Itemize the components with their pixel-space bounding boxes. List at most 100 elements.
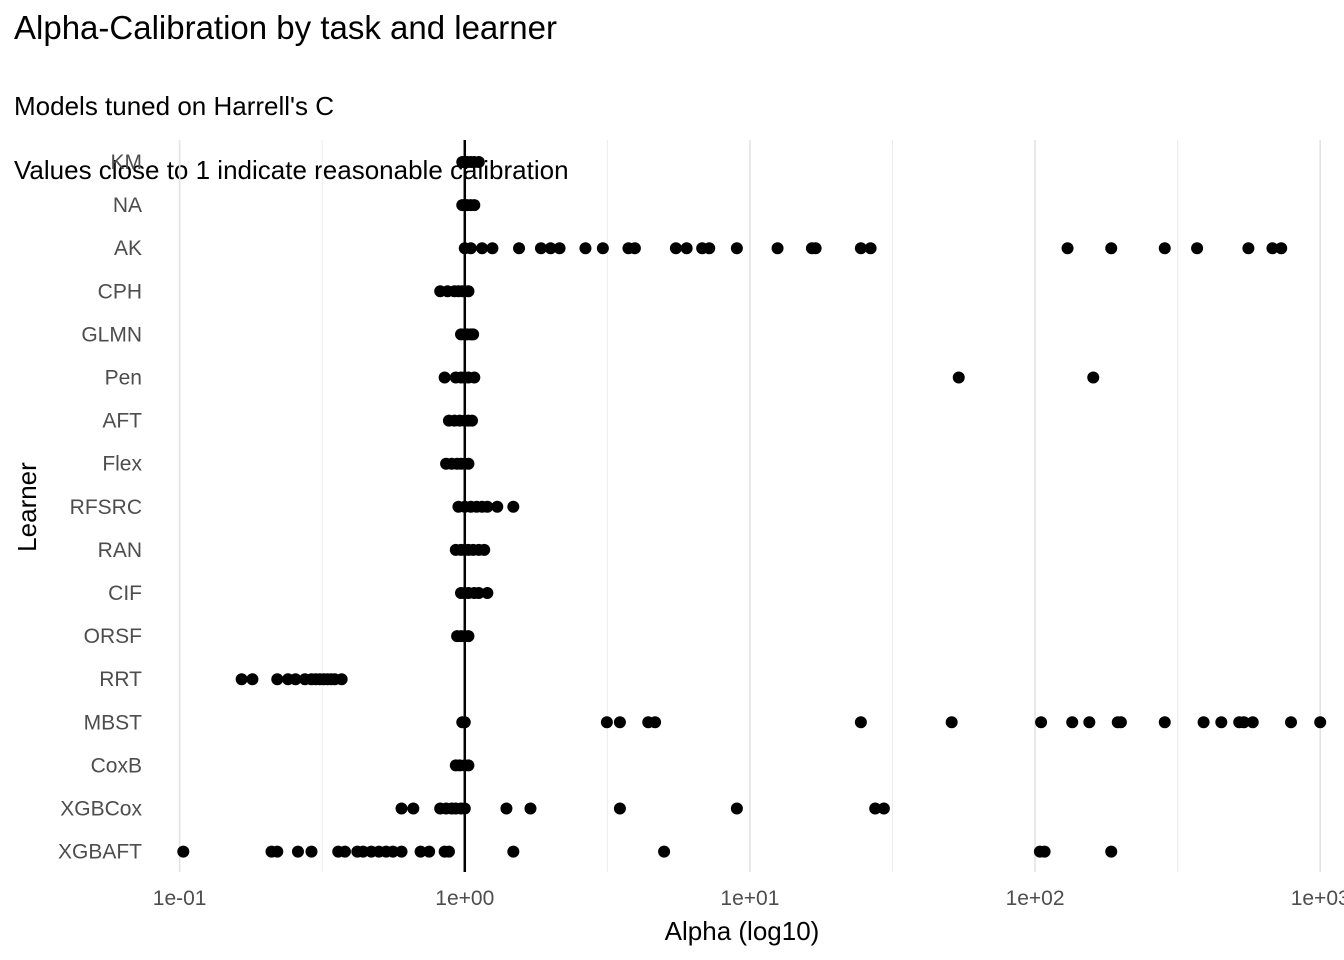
chart-title: Alpha-Calibration by task and learner (14, 9, 557, 46)
point-mbst (1158, 716, 1171, 729)
point-ak (1242, 242, 1255, 255)
x-tick-labels: 1e-01 1e+00 1e+01 1e+02 1e+03 (153, 887, 1344, 910)
chart-subtitle: Models tuned on Harrell's C Values close… (14, 58, 569, 218)
x-tick-label: 1e-01 (153, 887, 207, 910)
x-tick-label: 1e+02 (1006, 887, 1065, 910)
point-ak (1266, 242, 1279, 255)
y-tick-label-pen: Pen (105, 367, 142, 390)
y-tick-label-ak: AK (114, 237, 142, 260)
point-rrt (235, 673, 248, 686)
point-ak (809, 242, 822, 255)
point-xgbaft (507, 845, 520, 858)
y-tick-label-aft: AFT (102, 410, 142, 433)
point-ak (864, 242, 877, 255)
y-axis-title: Learner (12, 462, 42, 552)
x-tick-label: 1e+00 (435, 887, 494, 910)
point-xgbaft (442, 845, 455, 858)
point-xgbaft (423, 845, 436, 858)
y-tick-label-rfsrc: RFSRC (70, 496, 142, 519)
point-coxb (462, 759, 475, 772)
y-tick-label-glmn: GLMN (81, 323, 142, 346)
subtitle-line-1: Models tuned on Harrell's C (14, 91, 334, 121)
point-xgbcox (500, 802, 513, 815)
point-ak (1191, 242, 1204, 255)
point-aft (465, 414, 478, 427)
point-pen (952, 371, 965, 384)
point-rfsrc (491, 500, 504, 513)
point-mbst (649, 716, 662, 729)
point-xgbaft (386, 845, 399, 858)
point-ak (628, 242, 641, 255)
point-pen (438, 371, 451, 384)
y-tick-label-km: KM (111, 151, 143, 174)
point-xgbaft (395, 845, 408, 858)
point-ak (486, 242, 499, 255)
y-tick-label-cif: CIF (108, 582, 142, 605)
point-ak (854, 242, 867, 255)
point-km (472, 156, 485, 168)
point-ak (680, 242, 693, 255)
point-xgbcox (730, 802, 743, 815)
point-xgbaft (1038, 845, 1051, 858)
point-ak (1105, 242, 1118, 255)
point-xgbcox (407, 802, 420, 815)
point-xgbaft (1105, 845, 1118, 858)
point-xgbaft (414, 845, 427, 858)
subtitle-line-2: Values close to 1 indicate reasonable ca… (14, 155, 569, 185)
point-orsf (462, 630, 475, 643)
point-xgbcox (458, 802, 471, 815)
y-tick-label-flex: Flex (102, 453, 142, 476)
point-cph (462, 285, 475, 298)
point-mbst (458, 716, 471, 729)
point-pen (468, 371, 481, 384)
point-mbst (1215, 716, 1228, 729)
point-flex (462, 457, 475, 470)
y-tick-label-coxb: CoxB (91, 754, 142, 777)
y-tick-label-rrt: RRT (99, 668, 142, 691)
point-mbst (1246, 716, 1259, 729)
point-mbst (600, 716, 613, 729)
point-xgbcox (524, 802, 537, 815)
point-mbst (1237, 716, 1250, 729)
x-axis-title: Alpha (log10) (665, 916, 820, 946)
point-ak (464, 242, 477, 255)
point-cif (481, 587, 494, 599)
point-ak (513, 242, 526, 255)
point-rrt (289, 673, 302, 686)
point-ak (1275, 242, 1288, 255)
point-ran (478, 543, 491, 556)
y-tick-label-mbst: MBST (84, 711, 143, 734)
point-xgbcox (395, 802, 408, 815)
point-mbst (1035, 716, 1048, 729)
point-rfsrc (481, 500, 494, 513)
point-mbst (1066, 716, 1079, 729)
point-mbst (1083, 716, 1096, 729)
point-glmn (467, 328, 480, 341)
point-ak (579, 242, 592, 255)
x-tick-label: 1e+03 (1291, 887, 1344, 910)
point-xgbcox (613, 802, 626, 815)
point-pen (1087, 371, 1100, 384)
point-ak (476, 242, 489, 255)
point-ak (544, 242, 557, 255)
y-tick-label-xgbaft: XGBAFT (58, 841, 142, 864)
y-tick-labels: KM NA AK CPH GLMN Pen AFT Flex RFSRC RAN CIF ORSF RR… (58, 151, 143, 864)
point-mbst (1197, 716, 1210, 729)
point-mbst (945, 716, 958, 729)
point-ak (596, 242, 609, 255)
point-ak (553, 242, 566, 255)
point-ak (1158, 242, 1171, 255)
point-ak (1061, 242, 1074, 255)
point-ak (771, 242, 784, 255)
point-xgbaft (305, 845, 318, 858)
y-tick-label-orsf: ORSF (84, 625, 142, 648)
point-ak (669, 242, 682, 255)
x-tick-label: 1e+01 (720, 887, 779, 910)
point-ak (534, 242, 547, 255)
point-rfsrc (507, 500, 520, 513)
point-xgbaft (291, 845, 304, 858)
point-mbst (613, 716, 626, 729)
point-xgbaft (177, 845, 190, 858)
point-rrt (271, 673, 284, 686)
